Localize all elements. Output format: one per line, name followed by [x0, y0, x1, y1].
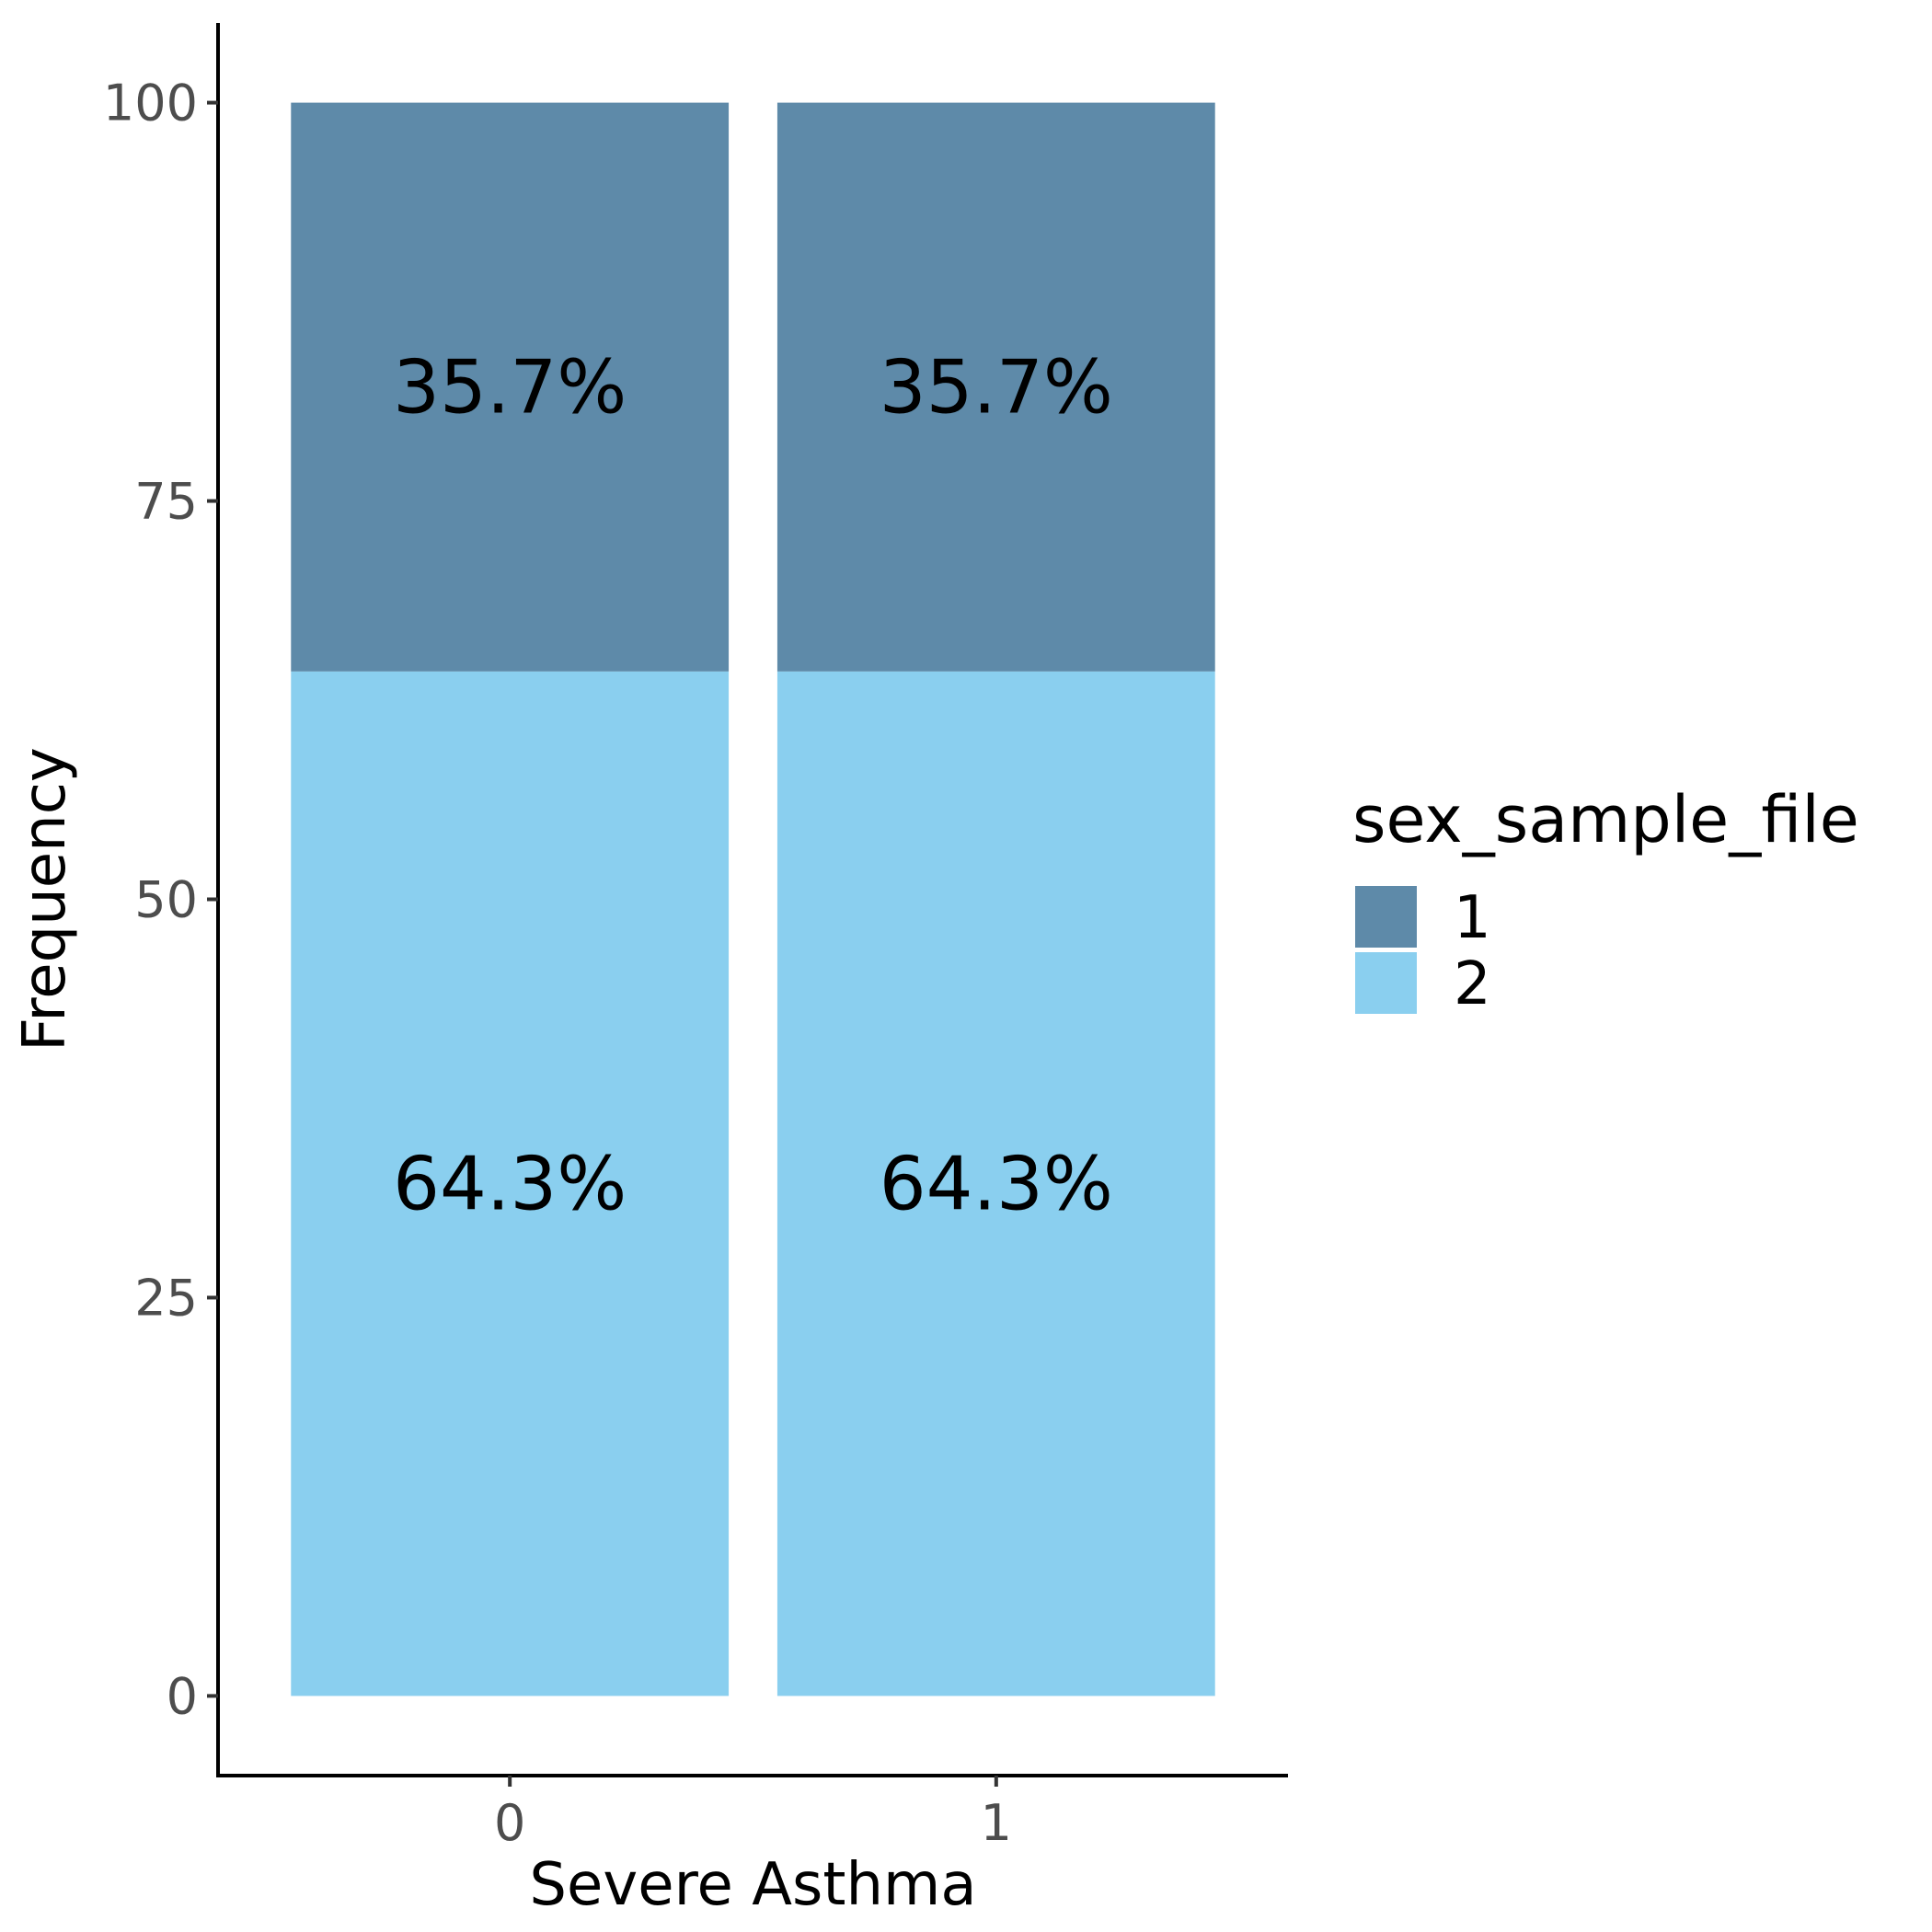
bars-layer [291, 102, 1215, 1696]
legend-label: 2 [1454, 950, 1491, 1018]
bar-segment-0-series-2 [291, 671, 730, 1696]
bar-data-label: 35.7% [393, 345, 627, 431]
bar-segment-0-series-1 [291, 102, 730, 672]
y-axis-title: Frequency [11, 747, 79, 1052]
legend-swatch [1355, 952, 1417, 1014]
y-tick-label: 0 [167, 1667, 198, 1725]
bar-labels-layer: 64.3% 35.7% 64.3% 35.7% [393, 345, 1113, 1227]
x-tick-label: 0 [494, 1794, 525, 1852]
y-tick-label: 75 [134, 473, 198, 531]
legend-label: 1 [1454, 884, 1491, 952]
bar-data-label: 64.3% [393, 1142, 627, 1227]
bar-segment-1-series-1 [776, 102, 1215, 672]
y-tick-label: 100 [103, 75, 198, 132]
y-axis-ticks: 0 25 50 75 100 [103, 75, 218, 1725]
legend: sex_sample_file 12 [1352, 782, 1859, 1018]
bar-data-label: 35.7% [880, 345, 1113, 431]
bar-data-label: 64.3% [880, 1142, 1113, 1227]
y-tick-label: 25 [134, 1269, 198, 1327]
x-axis-title: Severe Asthma [529, 1851, 976, 1919]
bar-segment-1-series-2 [776, 671, 1215, 1696]
legend-swatch [1355, 886, 1417, 948]
y-tick-label: 50 [134, 871, 198, 929]
legend-title: sex_sample_file [1352, 782, 1859, 857]
x-tick-label: 1 [981, 1794, 1012, 1852]
